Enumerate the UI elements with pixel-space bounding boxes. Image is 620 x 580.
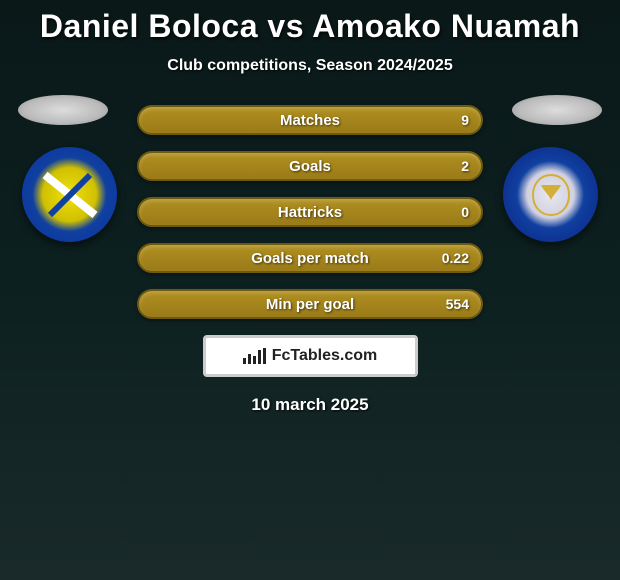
content-area: Matches 9 Goals 2 Hattricks 0 Goals per … [0, 105, 620, 415]
site-name: FcTables.com [272, 347, 378, 365]
stat-label: Hattricks [278, 204, 342, 221]
stat-right-value: 2 [461, 158, 469, 174]
stat-right-value: 9 [461, 112, 469, 128]
comparison-title: Daniel Boloca vs Amoako Nuamah [0, 0, 620, 45]
site-logo-box: FcTables.com [203, 335, 418, 377]
stats-container: Matches 9 Goals 2 Hattricks 0 Goals per … [137, 105, 483, 319]
stat-label: Goals per match [251, 250, 369, 267]
stat-bar-goals-per-match: Goals per match 0.22 [137, 243, 483, 273]
stat-bar-goals: Goals 2 [137, 151, 483, 181]
player1-avatar [18, 95, 108, 125]
stat-bar-min-per-goal: Min per goal 554 [137, 289, 483, 319]
stat-bar-hattricks: Hattricks 0 [137, 197, 483, 227]
stat-label: Min per goal [266, 296, 354, 313]
brescia-badge-icon [521, 165, 581, 225]
player1-club-badge [22, 147, 117, 242]
stat-right-value: 554 [446, 296, 469, 312]
player2-avatar [512, 95, 602, 125]
player1-name: Daniel Boloca [40, 8, 258, 44]
subtitle: Club competitions, Season 2024/2025 [0, 57, 620, 75]
player2-club-badge [503, 147, 598, 242]
frosinone-badge-icon [40, 165, 100, 225]
stat-bar-matches: Matches 9 [137, 105, 483, 135]
stat-right-value: 0.22 [442, 250, 469, 266]
stat-label: Goals [289, 158, 331, 175]
date-text: 10 march 2025 [0, 395, 620, 415]
vs-text: vs [267, 8, 304, 44]
stat-label: Matches [280, 112, 340, 129]
stat-right-value: 0 [461, 204, 469, 220]
chart-icon [243, 348, 266, 364]
player2-name: Amoako Nuamah [312, 8, 580, 44]
